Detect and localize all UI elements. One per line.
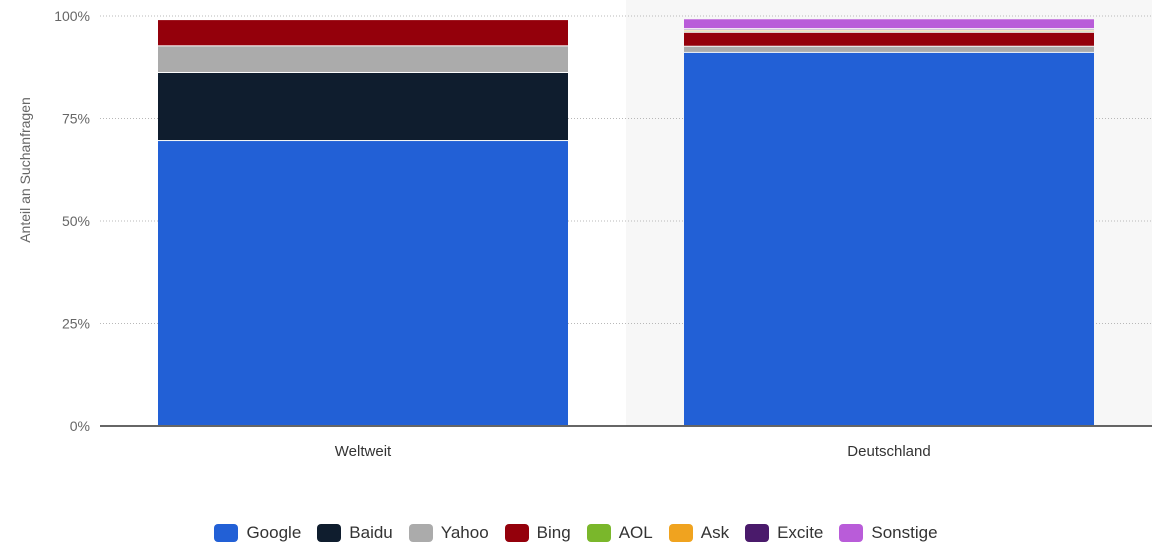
y-tick-label: 0% bbox=[70, 418, 90, 434]
y-tick-labels: 0% 25% 50% 75% 100% bbox=[54, 8, 90, 434]
legend-swatch bbox=[745, 524, 770, 542]
legend-label: AOL bbox=[618, 523, 653, 542]
legend-label: Baidu bbox=[349, 523, 393, 542]
legend-swatch bbox=[214, 524, 239, 542]
legend-swatch bbox=[317, 524, 342, 542]
bar-segment-google-weltweit bbox=[158, 141, 568, 426]
legend-item-baidu[interactable]: Baidu bbox=[317, 523, 393, 543]
legend-swatch bbox=[408, 524, 433, 542]
legend-label: Sonstige bbox=[871, 523, 938, 542]
bar-segment-yahoo-deutschland bbox=[684, 46, 1094, 52]
legend-item-yahoo[interactable]: Yahoo bbox=[408, 523, 489, 543]
y-tick-label: 50% bbox=[62, 213, 90, 229]
bar-segment-yahoo-weltweit bbox=[158, 46, 568, 72]
y-axis-label: Anteil an Suchanfragen bbox=[17, 97, 33, 243]
stacked-bar-chart: 0% 25% 50% 75% 100% Weltweit Deutschland Ante… bbox=[17, 8, 1152, 460]
legend-item-excite[interactable]: Excite bbox=[745, 523, 823, 543]
legend-label: Ask bbox=[700, 523, 730, 542]
x-tick-label: Weltweit bbox=[335, 443, 392, 460]
legend-swatch bbox=[586, 524, 611, 542]
legend: Google Baidu Yahoo Bing AOL Ask Excite Sonstige bbox=[0, 518, 1152, 548]
x-tick-label: Deutschland bbox=[847, 443, 930, 460]
bar-segment-bing-weltweit bbox=[158, 20, 568, 46]
legend-swatch bbox=[839, 524, 864, 542]
legend-item-bing[interactable]: Bing bbox=[504, 523, 571, 543]
legend-swatch bbox=[504, 524, 529, 542]
legend-label: Yahoo bbox=[440, 523, 489, 542]
legend-label: Excite bbox=[777, 523, 824, 542]
y-tick-label: 25% bbox=[62, 316, 90, 332]
bars bbox=[158, 19, 1094, 426]
legend-label: Bing bbox=[536, 523, 571, 542]
bar-segment-google-deutschland bbox=[684, 52, 1094, 426]
x-tick-labels: Weltweit Deutschland bbox=[335, 443, 931, 460]
y-tick-label: 75% bbox=[62, 111, 90, 127]
legend-item-sonstige[interactable]: Sonstige bbox=[839, 523, 938, 543]
legend-label: Google bbox=[246, 523, 302, 542]
legend-item-aol[interactable]: AOL bbox=[586, 523, 653, 543]
bar-segment-baidu-weltweit bbox=[158, 72, 568, 141]
bar-segment-bing-deutschland bbox=[684, 32, 1094, 46]
bar-segment-sonstige-deutschland bbox=[684, 19, 1094, 29]
legend-item-google[interactable]: Google bbox=[214, 523, 301, 543]
legend-swatch bbox=[668, 524, 693, 542]
legend-item-ask[interactable]: Ask bbox=[668, 523, 730, 543]
y-tick-label: 100% bbox=[54, 8, 90, 24]
